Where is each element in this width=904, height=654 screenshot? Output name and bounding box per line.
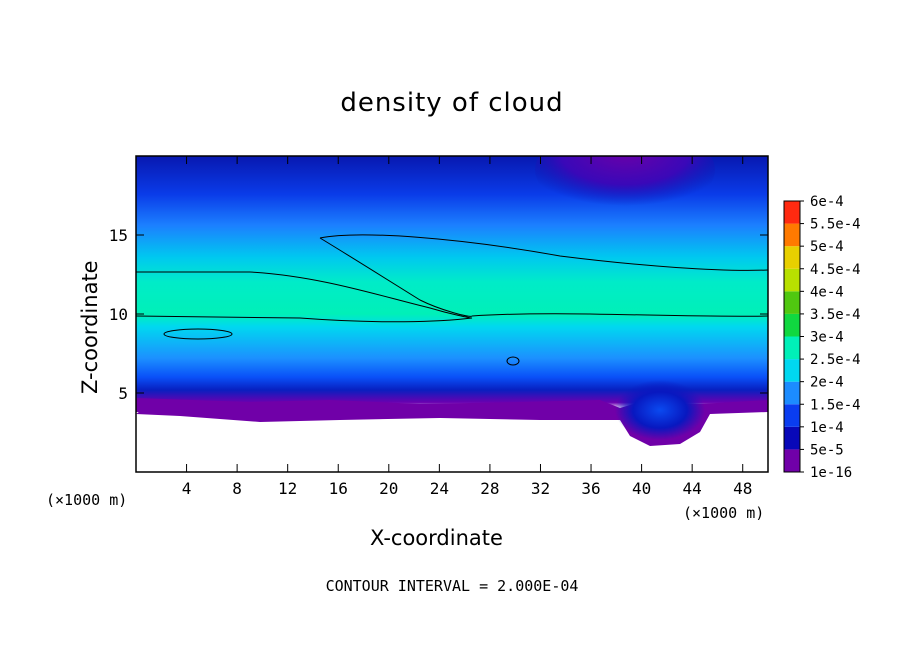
colorbar-swatch — [784, 404, 800, 427]
colorbar: 1e-16 5e-5 1e-4 1.5e-4 2e-4 2.5e-4 3e-4 3.5e-4 4… — [783, 194, 861, 481]
downdraft-bubble — [615, 380, 705, 440]
colorbar-label: 1e-16 — [810, 465, 852, 481]
colorbar-label: 3.5e-4 — [810, 307, 861, 323]
x-tick-label: 48 — [733, 479, 752, 498]
x-axis-unit: (×1000 m) — [683, 504, 765, 522]
x-tick-label: 44 — [683, 479, 702, 498]
colorbar-label: 4.5e-4 — [810, 262, 861, 278]
colorbar-swatch — [784, 201, 800, 224]
contour-line-right — [471, 313, 768, 317]
x-ticks: 4 8 12 16 20 24 28 32 36 40 44 48 — [182, 156, 752, 498]
y-tick-label: 10 — [109, 305, 128, 324]
y-ticks: 5 10 15 — [109, 226, 768, 403]
colorbar-swatch — [784, 359, 800, 382]
x-tick-label: 24 — [430, 479, 449, 498]
colorbar-label: 3e-4 — [810, 330, 844, 346]
x-tick-label: 40 — [632, 479, 651, 498]
cloud-base-purple-fringe — [136, 404, 768, 446]
colorbar-swatch — [784, 336, 800, 360]
contour-line-closed-upper — [319, 237, 473, 317]
x-tick-label: 20 — [379, 479, 398, 498]
y-tick-label: 5 — [118, 384, 128, 403]
x-tick-label: 28 — [480, 479, 499, 498]
colorbar-label: 5e-4 — [810, 239, 844, 255]
colorbar-swatch — [784, 426, 800, 450]
contour-line-lower — [136, 271, 473, 323]
contour-interval-note: CONTOUR INTERVAL = 2.000E-04 — [325, 577, 579, 595]
x-tick-label: 4 — [182, 479, 192, 498]
colorbar-swatch — [784, 268, 800, 292]
colorbar-swatch — [784, 291, 800, 314]
colorbar-label: 5e-5 — [810, 442, 844, 458]
plot-area — [136, 156, 768, 472]
colorbar-label: 1.5e-4 — [810, 397, 861, 413]
y-axis-unit: (×1000 m) — [46, 491, 128, 509]
upper-purple-region — [535, 156, 715, 215]
chart-title: density of cloud — [340, 88, 564, 118]
contour-closed-tiny — [506, 356, 520, 366]
colorbar-swatch — [784, 223, 800, 247]
x-tick-label: 8 — [232, 479, 242, 498]
colorbar-label: 6e-4 — [810, 194, 844, 210]
contour-line-upper — [319, 234, 768, 271]
x-tick-label: 12 — [278, 479, 297, 498]
colorbar-label: 1e-4 — [810, 420, 844, 436]
colorbar-swatch — [784, 246, 800, 269]
colorbar-label: 2.5e-4 — [810, 352, 861, 368]
x-tick-label: 16 — [329, 479, 348, 498]
x-tick-label: 32 — [531, 479, 550, 498]
y-tick-label: 15 — [109, 226, 128, 245]
colorbar-label: 5.5e-4 — [810, 217, 861, 233]
colorbar-swatch — [784, 313, 800, 337]
y-axis-label: Z-coordinate — [78, 260, 102, 394]
colorbar-swatch — [784, 381, 800, 405]
colorbar-swatch — [784, 449, 800, 472]
contour-closed-small — [163, 328, 233, 340]
colorbar-label: 4e-4 — [810, 284, 844, 300]
x-axis-label: X-coordinate — [370, 526, 503, 550]
colorbar-label: 2e-4 — [810, 375, 844, 391]
x-tick-label: 36 — [581, 479, 600, 498]
